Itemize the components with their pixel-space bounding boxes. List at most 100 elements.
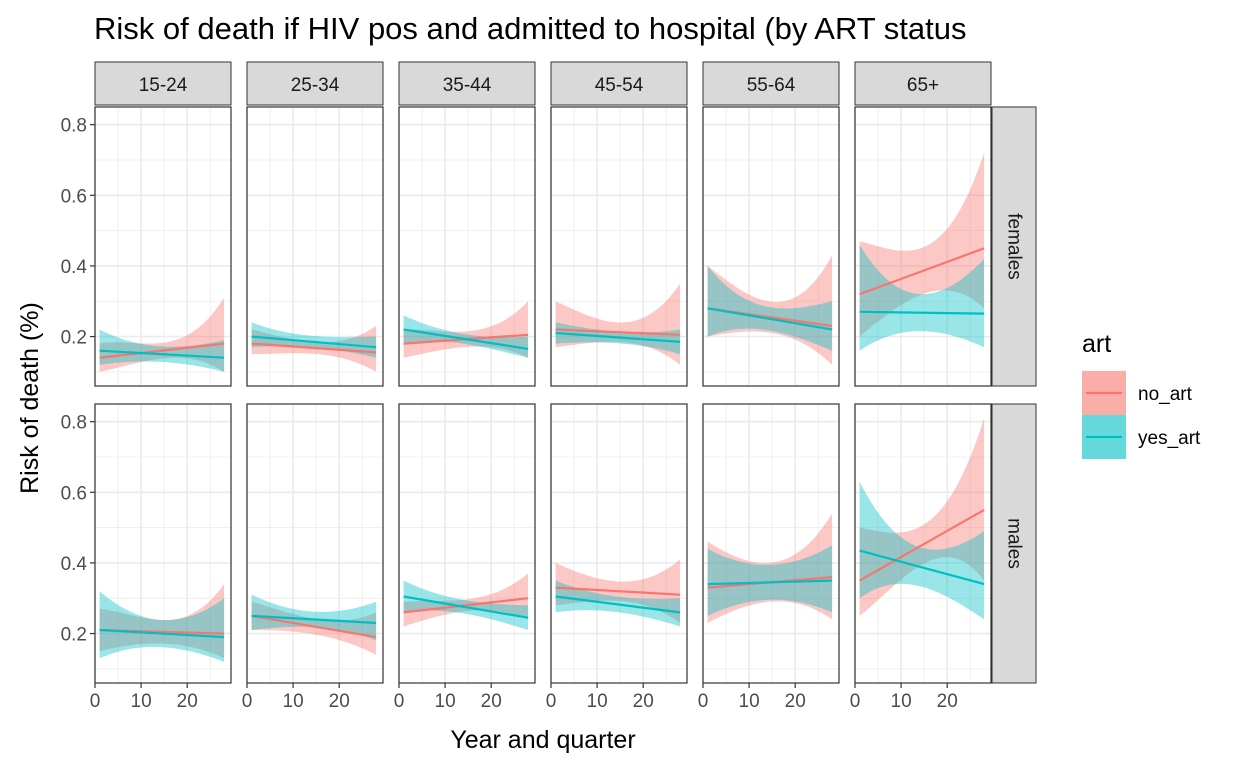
x-tick-label: 10 [587,691,608,712]
ribbon-no_art [555,283,681,365]
x-tick-label: 10 [891,691,912,712]
ribbon-no_art [251,601,377,655]
series-line-yes_art [555,595,681,614]
x-tick-label: 20 [785,691,806,712]
facet-panel [246,106,384,387]
row-strip-label: males [1004,518,1025,569]
panel-border [550,403,688,684]
ribbon-yes_art [403,315,529,358]
x-tick-label: 10 [435,691,456,712]
panel-border [246,106,384,387]
ribbon-no_art [99,584,225,659]
x-tick-label: 0 [242,691,253,712]
series-line-yes_art [403,595,529,619]
ribbon-yes_art [707,545,833,616]
ribbon-yes_art [99,591,225,662]
ribbon-no_art [859,418,985,616]
ribbon-no_art [859,152,985,337]
legend-label: no_art [1138,384,1193,405]
column-strip [550,61,688,106]
y-tick-label: 0.8 [61,413,87,434]
series-line-yes_art [251,614,377,625]
series-line-no_art [251,342,377,354]
x-tick-label: 0 [90,691,101,712]
x-tick-label: 20 [633,691,654,712]
x-tick-label: 10 [131,691,152,712]
ribbon-yes_art [251,594,377,641]
facet-panel [854,106,992,387]
row-strip-label: females [1004,213,1025,280]
x-tick-label: 10 [283,691,304,712]
series-line-yes_art [707,307,833,331]
x-tick-label: 0 [698,691,709,712]
facet-panel [854,403,992,684]
facet-panel [246,403,384,684]
series-line-no_art [403,597,529,614]
legend-title: art [1082,330,1111,358]
x-tick-label: 20 [937,691,958,712]
column-strip [398,61,536,106]
x-tick-label: 20 [481,691,502,712]
legend: art no_art yes_art [1082,330,1201,459]
panel-border [702,106,840,387]
chart-title: Risk of death if HIV pos and admitted to… [94,11,966,46]
x-tick-label: 20 [329,691,350,712]
column-strip-label: 45-54 [595,75,644,96]
ribbon-yes_art [859,244,985,351]
y-tick-label: 0.6 [61,483,87,504]
x-tick-label: 0 [394,691,405,712]
column-strip-label: 25-34 [291,75,340,96]
column-strip [246,61,384,106]
series-line-yes_art [99,628,225,639]
column-strip [854,61,992,106]
facet-panel [94,106,232,387]
facet-panel [702,106,840,387]
column-strip-label: 65+ [907,75,939,96]
x-axis-title: Year and quarter [450,726,635,754]
y-axis-title: Risk of death (%) [16,302,44,494]
panel-border [94,403,232,684]
row-strip [991,403,1037,684]
ribbon-no_art [403,573,529,627]
series-line-yes_art [859,310,985,315]
panel-border [398,106,536,387]
panels-layer: 15-24 25-34 35-44 45-54 55-64 65+ females males… [61,61,1037,712]
row-strip [991,106,1037,387]
facet-panel [94,403,232,684]
ribbon-yes_art [707,265,833,351]
ribbon-no_art [707,513,833,623]
series-line-no_art [859,508,985,582]
panel-border [246,403,384,684]
y-tick-label: 0.4 [61,554,88,575]
series-line-no_art [555,328,681,336]
x-tick-label: 10 [739,691,760,712]
series-line-yes_art [251,335,377,349]
y-tick-label: 0.2 [61,328,87,349]
x-tick-label: 0 [546,691,557,712]
ribbon-yes_art [859,481,985,620]
y-tick-label: 0.4 [61,257,88,278]
facet-panel [702,403,840,684]
legend-label: yes_art [1138,428,1201,449]
panel-border [94,106,232,387]
column-strip-label: 35-44 [443,75,492,96]
column-strip-label: 15-24 [139,75,188,96]
ribbon-no_art [707,255,833,365]
x-tick-label: 20 [177,691,198,712]
series-line-no_art [859,247,985,296]
panel-border [550,106,688,387]
ribbon-yes_art [251,322,377,358]
y-tick-label: 0.6 [61,186,87,207]
series-line-yes_art [403,328,529,350]
series-line-yes_art [555,331,681,343]
panel-border [854,403,992,684]
x-tick-label: 0 [850,691,861,712]
series-line-yes_art [859,549,985,586]
panel-border [854,106,992,387]
series-line-no_art [99,342,225,359]
series-line-no_art [555,586,681,596]
column-strip [702,61,840,106]
series-line-yes_art [707,579,833,586]
